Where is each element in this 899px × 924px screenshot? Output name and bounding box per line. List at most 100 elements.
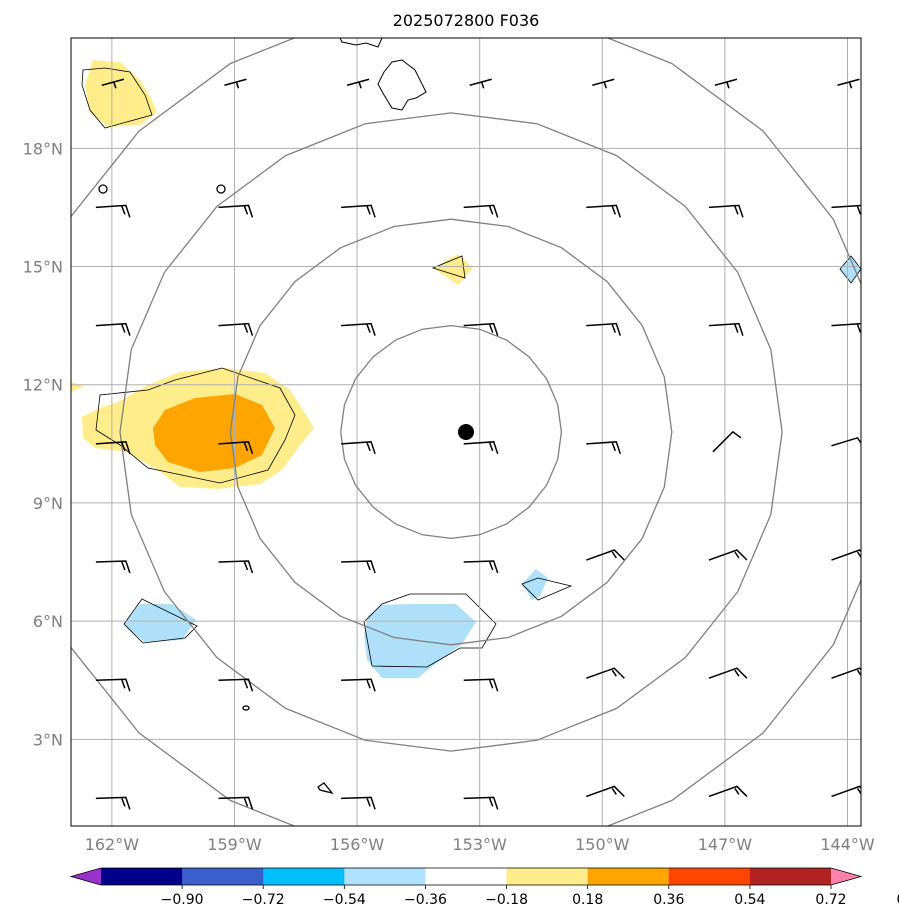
wind-barb — [341, 322, 376, 336]
wind-barb — [95, 441, 131, 455]
range-ring — [119, 112, 783, 752]
lat-tick-label: 3°N — [33, 730, 63, 749]
wind-barb — [95, 678, 131, 692]
wind-barb — [708, 322, 744, 336]
lon-tick-label: 153°W — [453, 835, 508, 854]
lat-tick-label: 18°N — [23, 139, 63, 158]
wind-barb — [712, 430, 742, 453]
storm-center-marker — [458, 424, 474, 440]
wind-barb — [586, 667, 625, 679]
colorbar-tick-label: −0.36 — [404, 892, 447, 908]
wind-barb — [463, 678, 499, 692]
wind-barb — [463, 796, 499, 810]
lon-tick-label: 156°W — [330, 835, 385, 854]
wind-barb — [341, 560, 376, 574]
wind-barb — [341, 204, 376, 218]
wind-barb — [463, 441, 499, 455]
wind-barb — [218, 204, 254, 218]
colorbar-segment — [587, 868, 670, 885]
wind-barb — [831, 322, 861, 333]
colorbar-tick-label: −0.54 — [323, 892, 366, 908]
wind-barb — [341, 678, 376, 692]
shade-negative-southwest — [124, 604, 196, 642]
colorbar-extend-low — [71, 868, 101, 885]
colorbar-segment — [668, 868, 751, 885]
lat-lon-grid — [71, 38, 861, 826]
range-ring — [340, 324, 563, 540]
contour-southwest — [123, 598, 198, 644]
colorbar-segment — [101, 868, 183, 885]
lon-tick-label: 150°W — [575, 835, 630, 854]
colorbar-segment — [182, 868, 264, 885]
wind-barb — [831, 436, 861, 447]
colorbar-tick-label: 0.36 — [653, 892, 684, 908]
shade-negative-southeast — [522, 569, 548, 600]
wind-barb — [463, 204, 499, 218]
colorbar-tick-label: 0.90 — [897, 892, 899, 908]
colorbar-segment — [749, 868, 832, 885]
wind-barb — [341, 441, 376, 455]
range-ring — [71, 38, 861, 826]
colorbar-segment — [425, 868, 508, 885]
lat-tick-label: 6°N — [33, 612, 63, 631]
coast-hawaii-island — [377, 59, 427, 111]
colorbar-tick-label: −0.72 — [242, 892, 285, 908]
small-contours — [98, 184, 334, 795]
contour-northwest — [81, 67, 153, 129]
wind-barb — [218, 322, 254, 336]
wind-barb — [708, 667, 748, 679]
wind-barb — [95, 322, 131, 336]
small-contour-1 — [98, 184, 108, 194]
colorbar-tick-label: 0.18 — [572, 892, 603, 908]
coastlines — [339, 38, 427, 111]
wind-barb — [586, 204, 622, 218]
wind-barb — [95, 796, 131, 810]
latitude-axis: 3°N 6°N 9°N 12°N 15°N 18°N — [23, 139, 63, 749]
wind-barb — [101, 78, 125, 89]
wind-barb — [341, 796, 376, 810]
lat-tick-label: 12°N — [23, 376, 63, 395]
wind-barb — [463, 322, 499, 336]
small-contour-4 — [317, 782, 334, 795]
map-title: 2025072800 F036 — [393, 11, 540, 30]
map-content — [71, 38, 861, 826]
colorbar-outline — [69, 867, 863, 886]
wind-barb — [218, 678, 254, 692]
map-frame — [70, 37, 862, 827]
wind-barb — [714, 78, 738, 89]
wind-barb — [463, 560, 499, 574]
wind-barb — [592, 78, 615, 89]
wind-barb — [346, 78, 370, 89]
shade-positive-tropical-core — [153, 394, 275, 472]
wind-barb — [218, 560, 254, 574]
wind-barb — [586, 322, 622, 336]
colorbar: −0.90 −0.72 −0.54 −0.36 −0.18 0.18 0.36 0.54 0.7… — [69, 867, 899, 908]
coast-maui — [339, 38, 383, 48]
longitude-axis: 162°W 159°W 156°W 153°W 150°W 147°W 144°W — [85, 835, 875, 854]
wind-barb — [218, 796, 254, 810]
lon-tick-label: 159°W — [207, 835, 262, 854]
wind-barb — [708, 549, 748, 561]
wind-barb — [586, 441, 622, 455]
colorbar-segment — [344, 868, 426, 885]
colorbar-extend-high — [831, 868, 861, 885]
lon-tick-label: 162°W — [85, 835, 140, 854]
lon-tick-label: 144°W — [820, 835, 875, 854]
colorbar-tick-label: −0.90 — [161, 892, 204, 908]
wind-barb — [837, 78, 860, 89]
wind-barb — [218, 441, 254, 455]
colorbar-tick-label: 0.72 — [815, 892, 846, 908]
lon-tick-label: 147°W — [698, 835, 753, 854]
wind-barb — [708, 204, 744, 218]
colorbar-segment — [506, 868, 589, 885]
lat-tick-label: 9°N — [33, 494, 63, 513]
colorbar-tick-label: 0.54 — [734, 892, 765, 908]
lat-tick-label: 15°N — [23, 258, 63, 277]
small-contour-3 — [242, 705, 250, 711]
wind-barb — [586, 549, 625, 561]
colorbar-segment — [263, 868, 345, 885]
wind-barb — [95, 560, 131, 574]
shaded-field-positive — [71, 60, 473, 489]
small-contour-2 — [216, 184, 226, 194]
